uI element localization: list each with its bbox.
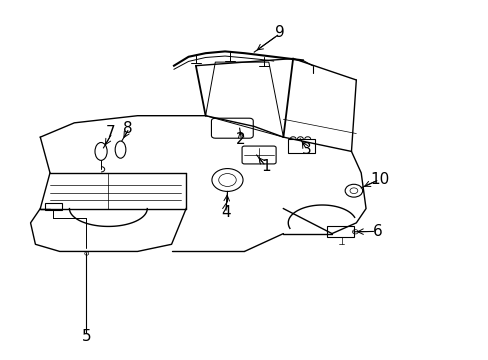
Text: 8: 8 xyxy=(123,121,132,136)
Text: 6: 6 xyxy=(372,224,382,239)
Text: 3: 3 xyxy=(301,142,311,157)
Text: 2: 2 xyxy=(236,132,245,147)
Text: 7: 7 xyxy=(106,125,115,140)
Text: 10: 10 xyxy=(369,172,388,187)
Text: 4: 4 xyxy=(221,204,230,220)
Text: 5: 5 xyxy=(81,329,91,344)
Text: 9: 9 xyxy=(274,25,284,40)
Text: Φ: Φ xyxy=(83,251,89,257)
Text: 1: 1 xyxy=(261,159,271,174)
